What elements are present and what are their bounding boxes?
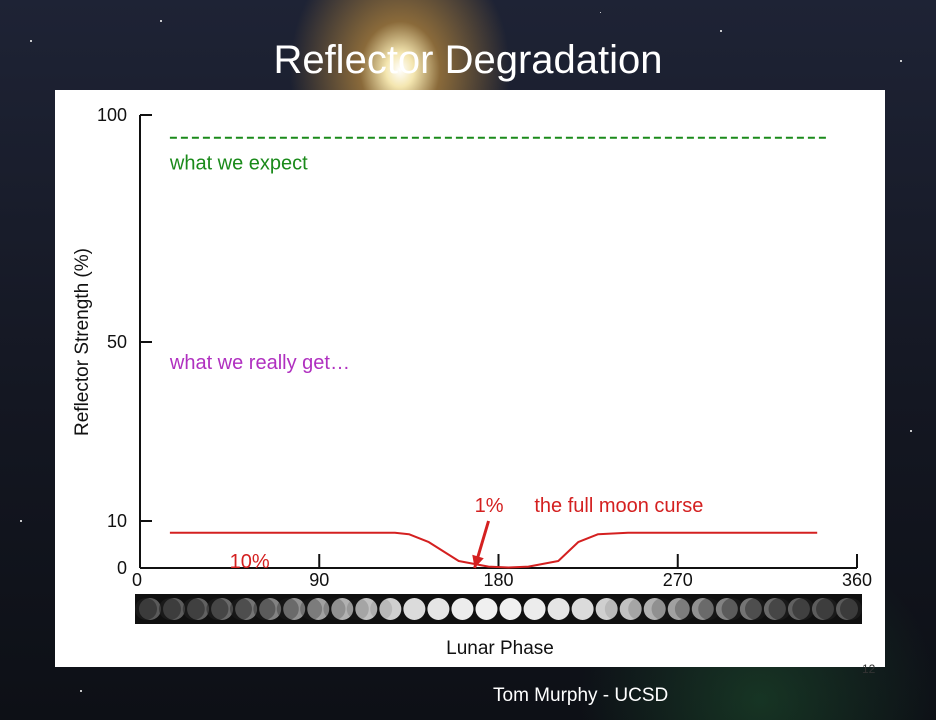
x-tick-label: 360 (842, 570, 872, 590)
moon-phase-icon (691, 598, 714, 620)
moon-shadow (253, 598, 276, 620)
moon-shadow (651, 598, 674, 620)
moon-shadow (370, 598, 393, 620)
arrow-head (472, 554, 484, 568)
moon-shadow (698, 598, 721, 620)
star (720, 30, 722, 32)
star (600, 12, 601, 13)
moon-shadow (158, 598, 181, 620)
moon-shadow (135, 598, 157, 620)
axes: 0 10 50 100 0 90 180 270 360 (97, 105, 872, 590)
moon-phase-icon (403, 598, 426, 620)
series-layer (169, 136, 828, 569)
star (910, 430, 912, 432)
moon-shadow (323, 598, 346, 620)
moon-phase-icon (499, 598, 522, 620)
moon-shadow (628, 598, 651, 620)
moon-phase-icon (331, 598, 354, 620)
annotations: what we expect what we really get… 10% 1% th… (169, 152, 703, 573)
moon-phase-icon (643, 598, 666, 620)
footer-credit: Tom Murphy - UCSD (493, 685, 669, 706)
moon-shadow (768, 598, 791, 620)
x-tick-label: 0 (132, 570, 142, 590)
moon-shadow (300, 598, 323, 620)
moon-shadow (206, 598, 229, 620)
x-axis-label: Lunar Phase (446, 638, 554, 659)
star (20, 520, 22, 522)
moon-phase-icon (355, 598, 378, 620)
moon-phase-icon (283, 598, 306, 620)
annotation-label: what we expect (169, 152, 308, 174)
moon-phase-icon (211, 598, 234, 620)
moon-phase-icon (307, 598, 330, 620)
moon-phase-icon (715, 598, 738, 620)
x-tick-label: 180 (483, 570, 513, 590)
moon-phase-icon (235, 598, 258, 620)
annotation-label: 1% (475, 495, 504, 517)
moon-phase-icon (763, 598, 786, 620)
y-tick-label: 10 (107, 511, 127, 531)
page-number: 12 (862, 662, 876, 676)
moon-phase-icon (739, 598, 762, 620)
star (80, 690, 82, 692)
moon-phase-icon (523, 598, 546, 620)
annotation-label: the full moon curse (534, 495, 703, 517)
star (900, 60, 902, 62)
actual-line (169, 531, 818, 569)
moon-phase-icon (475, 598, 498, 620)
moon-phase-icon (547, 598, 570, 620)
moon-shadow (721, 598, 744, 620)
moon-shadow (745, 598, 768, 620)
moon-phase-icon (451, 598, 474, 620)
chart-panel (55, 90, 885, 667)
star (160, 20, 162, 22)
slide-title: Reflector Degradation (273, 38, 663, 82)
moon-shadow (276, 598, 299, 620)
y-axis-label: Reflector Strength (%) (72, 248, 93, 436)
moon-phase-icon (667, 598, 690, 620)
x-tick-label: 270 (663, 570, 693, 590)
moon-phase-icon (571, 598, 594, 620)
star (30, 40, 32, 42)
annotation-label: 10% (230, 551, 270, 573)
moon-shadow (792, 598, 815, 620)
moon-phase-strip (135, 594, 862, 624)
moon-phase-icon (427, 598, 450, 620)
moon-shadow (674, 598, 697, 620)
moon-shadow (182, 598, 205, 620)
moon-phase-icon (379, 598, 402, 620)
x-tick-label: 90 (309, 570, 329, 590)
moon-shadow (840, 598, 862, 620)
y-tick-label: 100 (97, 105, 127, 125)
y-tick-label: 50 (107, 332, 127, 352)
moon-phase-icon (619, 598, 642, 620)
moon-shadow (346, 598, 369, 620)
annotation-label: what we really get… (169, 352, 350, 374)
moon-shadow (816, 598, 839, 620)
moon-phase-icon (259, 598, 282, 620)
moon-phase-icon (595, 598, 618, 620)
moon-shadow (229, 598, 252, 620)
y-tick-label: 0 (117, 558, 127, 578)
